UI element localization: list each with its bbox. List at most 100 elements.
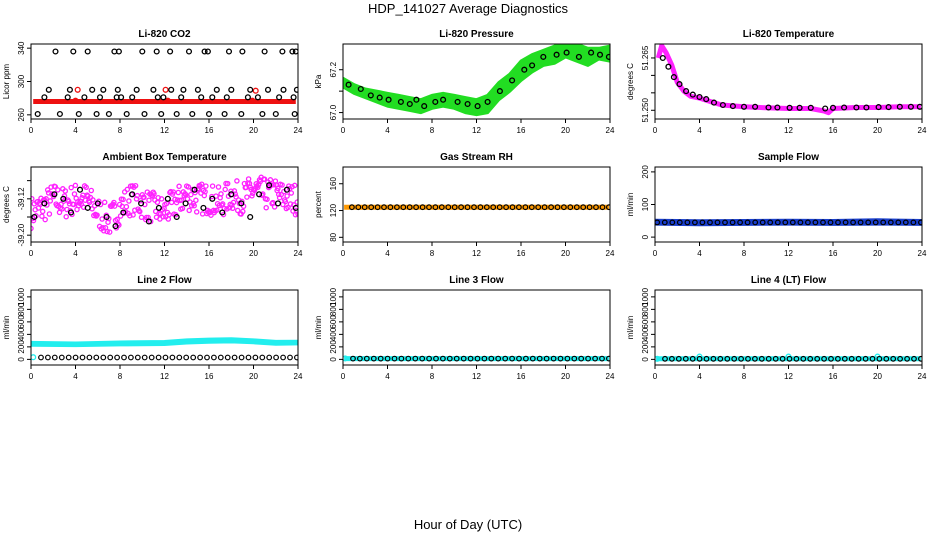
data-point: [204, 354, 210, 361]
data-point: [509, 355, 515, 362]
data-point: [821, 355, 827, 362]
y-tick-label: 80: [329, 232, 338, 241]
data-point: [729, 103, 736, 110]
data-point: [150, 86, 157, 93]
data-point: [812, 219, 819, 226]
x-tick-label: 16: [829, 372, 838, 381]
data-point: [774, 219, 781, 226]
data-point: [74, 86, 81, 93]
data-point: [276, 94, 283, 101]
data-point: [103, 213, 110, 221]
data-point: [855, 355, 862, 362]
y-tick-label: 400: [329, 327, 338, 341]
data-point: [522, 204, 529, 211]
y-tick-label: -39.12: [17, 187, 26, 210]
data-point: [502, 355, 509, 362]
data-point: [829, 104, 837, 111]
data-point: [279, 48, 286, 55]
plot-data: [33, 48, 298, 118]
data-point: [890, 355, 897, 362]
data-point: [911, 355, 917, 362]
x-tick-label: 12: [472, 249, 481, 258]
data-point: [655, 219, 661, 226]
data-point: [34, 110, 41, 118]
data-point: [100, 354, 107, 361]
cloud-point: [106, 229, 113, 235]
cloud-point: [90, 197, 96, 203]
x-tick-label: 12: [160, 372, 169, 381]
data-point: [205, 110, 213, 118]
data-point: [460, 355, 467, 362]
data-point: [563, 49, 570, 56]
cloud-point: [127, 212, 133, 219]
cloud-point: [137, 197, 144, 204]
data-point: [451, 204, 458, 211]
data-point: [467, 355, 474, 362]
cloud-point: [65, 198, 72, 205]
data-point: [381, 204, 387, 211]
cloud-point: [271, 204, 278, 210]
data-point: [822, 105, 829, 112]
data-point: [745, 355, 751, 362]
data-point: [374, 204, 381, 211]
data-point: [412, 355, 419, 362]
cloud-point: [229, 205, 236, 212]
data-point: [129, 191, 136, 198]
panel-title: Gas Stream RH: [440, 152, 513, 163]
data-point: [127, 354, 134, 361]
data-point: [139, 48, 146, 55]
data-point: [853, 104, 860, 111]
cloud-point: [94, 212, 100, 218]
x-tick-label: 12: [472, 126, 481, 135]
x-tick-label: 0: [29, 372, 34, 381]
data-point: [167, 48, 174, 55]
data-point: [169, 354, 176, 361]
data-point: [722, 219, 728, 226]
panel-title: Li-820 Pressure: [439, 29, 514, 40]
cloud-point: [68, 184, 74, 191]
cloud-point: [285, 204, 291, 211]
data-point: [464, 204, 471, 211]
cloud-point: [100, 225, 106, 231]
y-tick-label: 800: [641, 302, 650, 316]
data-point: [204, 48, 211, 55]
data-point: [173, 110, 180, 118]
data-point: [384, 355, 391, 362]
y-tick-label: 0: [329, 357, 338, 362]
cloud-point: [101, 199, 108, 206]
data-point: [841, 355, 848, 362]
data-point: [239, 48, 246, 55]
cloud-point: [104, 228, 110, 235]
data-point: [86, 354, 93, 361]
cloud-point: [99, 216, 105, 222]
data-point: [438, 204, 445, 211]
data-point: [676, 81, 683, 88]
x-tick-label: 0: [653, 249, 658, 258]
data-point: [225, 48, 233, 55]
cloud-point: [70, 201, 77, 208]
data-point: [759, 219, 766, 226]
cloud-point: [260, 191, 266, 197]
data-point: [121, 354, 127, 361]
x-tick-label: 16: [829, 249, 838, 258]
data-point: [349, 204, 355, 211]
x-tick-label: 16: [829, 126, 838, 135]
panel-title: Line 2 Flow: [137, 275, 192, 286]
cloud-point: [62, 188, 69, 194]
data-point: [183, 354, 190, 361]
data-point: [509, 77, 516, 84]
data-point: [162, 354, 169, 361]
x-tick-label: 4: [385, 372, 390, 381]
y-tick-label: 100: [641, 197, 650, 211]
y-axis-label: ml/min: [314, 316, 323, 340]
panel-title: Sample Flow: [758, 152, 819, 163]
cloud-point: [126, 198, 132, 204]
y-tick-label: 67.2: [329, 61, 338, 77]
data-point: [51, 354, 58, 361]
plot-data: [344, 204, 610, 211]
data-point: [367, 92, 374, 99]
data-point: [93, 354, 100, 361]
series-pressure-band: [343, 44, 610, 117]
cloud-point: [141, 194, 147, 201]
data-point: [31, 213, 38, 221]
